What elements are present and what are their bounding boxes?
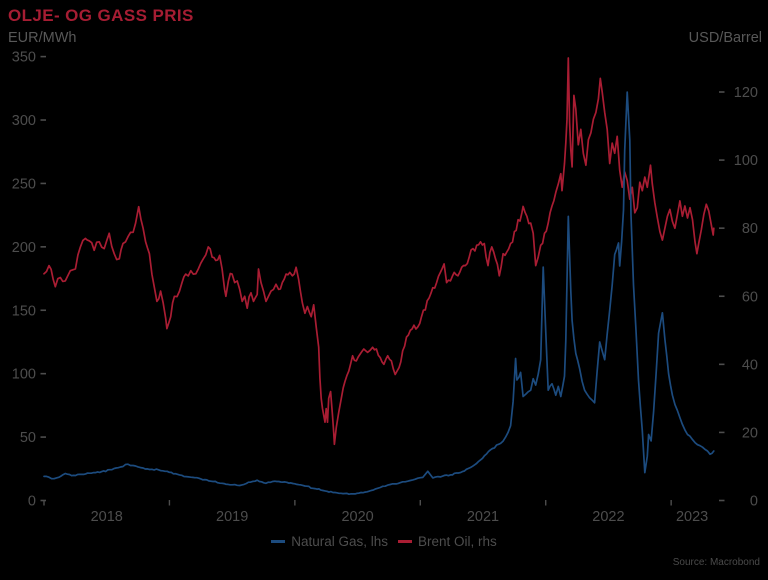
natural-gas-line <box>43 91 715 496</box>
brent-oil-line <box>43 57 715 446</box>
natural-gas-line-swatch <box>271 540 286 543</box>
legend-label-brent-oil: Brent Oil, rhs <box>418 534 497 549</box>
left-axis-tick-label: 150 <box>12 303 36 319</box>
legend-item-brent-oil: Brent Oil, rhs <box>398 534 497 549</box>
left-axis-tick-label: 0 <box>28 494 36 510</box>
x-axis-year-label: 2023 <box>676 509 708 525</box>
right-axis-tick-label: 100 <box>734 153 758 169</box>
left-axis-tick-label: 250 <box>12 176 36 192</box>
x-axis-year-label: 2020 <box>341 509 373 525</box>
right-axis-tick-label: 40 <box>742 357 758 373</box>
legend-item-natural-gas: Natural Gas, lhs <box>271 534 388 549</box>
x-axis-year-label: 2019 <box>216 509 248 525</box>
right-axis-tick-label: 20 <box>742 425 758 441</box>
left-axis-tick-label: 350 <box>12 50 36 66</box>
x-axis-year-label: 2018 <box>91 509 123 525</box>
right-axis-unit-label: USD/Barrel <box>688 30 762 46</box>
source-attribution: Source: Macrobond <box>672 557 760 568</box>
right-axis-tick-label: 80 <box>742 221 758 237</box>
legend-label-natural-gas: Natural Gas, lhs <box>291 534 388 549</box>
brent-oil-line-swatch <box>398 540 412 543</box>
x-axis-year-label: 2021 <box>467 509 499 525</box>
page-title: OLJE- OG GASS PRIS <box>8 6 194 25</box>
right-axis-tick-label: 120 <box>734 85 758 101</box>
left-axis-tick-label: 300 <box>12 113 36 129</box>
left-axis-tick-label: 200 <box>12 240 36 256</box>
x-axis-year-label: 2022 <box>592 509 624 525</box>
right-axis-tick-label: 60 <box>742 289 758 305</box>
axes: 0 50 100 150 200 250 300 350 0 20 40 60 80 100 120 2018… <box>12 50 758 525</box>
left-axis-unit-label: EUR/MWh <box>8 30 77 46</box>
right-axis-tick-label: 0 <box>750 494 758 510</box>
chart-legend: Natural Gas, lhs Brent Oil, rhs <box>0 534 768 549</box>
left-axis-tick-label: 50 <box>20 430 36 446</box>
left-axis-tick-label: 100 <box>12 367 36 383</box>
